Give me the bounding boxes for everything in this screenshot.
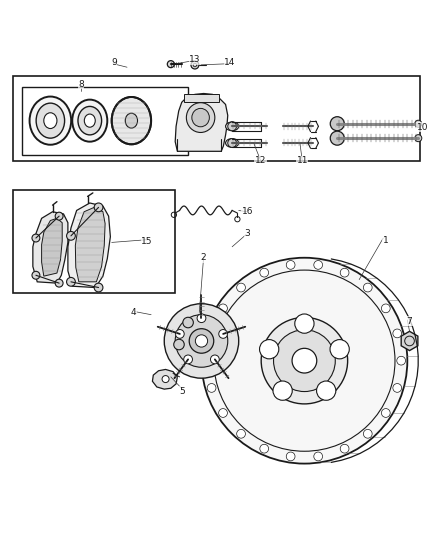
Circle shape xyxy=(55,279,63,287)
Polygon shape xyxy=(152,369,177,389)
Text: 2: 2 xyxy=(201,253,206,262)
Circle shape xyxy=(67,278,75,286)
Circle shape xyxy=(273,381,292,400)
Circle shape xyxy=(397,356,406,365)
Ellipse shape xyxy=(187,103,215,133)
Circle shape xyxy=(273,330,336,392)
Circle shape xyxy=(228,139,237,147)
Bar xyxy=(13,190,175,293)
Circle shape xyxy=(260,445,268,453)
Circle shape xyxy=(237,430,245,438)
Circle shape xyxy=(164,304,239,378)
Circle shape xyxy=(94,283,103,292)
Circle shape xyxy=(162,376,169,383)
Circle shape xyxy=(292,349,317,373)
Ellipse shape xyxy=(112,97,151,144)
Circle shape xyxy=(314,261,322,269)
Ellipse shape xyxy=(30,96,71,145)
Circle shape xyxy=(286,452,295,461)
Text: 8: 8 xyxy=(78,80,84,89)
Circle shape xyxy=(201,258,407,464)
Circle shape xyxy=(364,430,372,438)
Text: 13: 13 xyxy=(189,55,201,64)
Text: 5: 5 xyxy=(179,387,185,396)
Bar xyxy=(13,76,420,161)
Circle shape xyxy=(183,317,193,328)
Ellipse shape xyxy=(229,139,236,147)
Text: 9: 9 xyxy=(111,58,117,67)
Ellipse shape xyxy=(226,139,239,147)
Circle shape xyxy=(195,335,208,347)
Text: 14: 14 xyxy=(224,58,236,67)
Polygon shape xyxy=(33,212,68,283)
Ellipse shape xyxy=(192,108,209,127)
Circle shape xyxy=(167,61,174,68)
Text: 1: 1 xyxy=(382,236,389,245)
Circle shape xyxy=(189,329,214,353)
Text: 12: 12 xyxy=(255,156,266,165)
Polygon shape xyxy=(42,219,62,276)
Text: 16: 16 xyxy=(242,207,253,216)
Text: 10: 10 xyxy=(417,123,428,132)
Circle shape xyxy=(330,340,349,359)
Circle shape xyxy=(330,131,344,145)
Circle shape xyxy=(317,381,336,400)
Text: 3: 3 xyxy=(244,229,251,238)
Polygon shape xyxy=(175,93,228,151)
Circle shape xyxy=(330,117,344,131)
Circle shape xyxy=(228,122,237,131)
Circle shape xyxy=(295,314,314,333)
Circle shape xyxy=(393,384,402,392)
Ellipse shape xyxy=(226,122,239,131)
Ellipse shape xyxy=(125,113,138,128)
Circle shape xyxy=(260,340,279,359)
Circle shape xyxy=(184,355,192,364)
Polygon shape xyxy=(184,94,219,102)
Polygon shape xyxy=(75,207,105,282)
Circle shape xyxy=(94,203,103,212)
Circle shape xyxy=(176,329,184,338)
Circle shape xyxy=(393,329,402,338)
Circle shape xyxy=(219,409,227,417)
Polygon shape xyxy=(401,332,418,351)
Circle shape xyxy=(415,135,422,142)
Circle shape xyxy=(175,314,228,367)
Circle shape xyxy=(260,268,268,277)
Ellipse shape xyxy=(36,103,65,138)
Circle shape xyxy=(340,445,349,453)
Circle shape xyxy=(174,340,184,350)
Circle shape xyxy=(381,304,390,313)
Circle shape xyxy=(219,304,227,313)
Circle shape xyxy=(237,283,245,292)
Circle shape xyxy=(55,212,63,220)
Circle shape xyxy=(207,384,216,392)
Circle shape xyxy=(364,283,372,292)
Ellipse shape xyxy=(229,122,236,131)
Circle shape xyxy=(381,409,390,417)
Circle shape xyxy=(286,261,295,269)
Circle shape xyxy=(32,234,40,242)
Circle shape xyxy=(314,452,322,461)
Text: 7: 7 xyxy=(406,317,413,326)
Circle shape xyxy=(340,268,349,277)
Circle shape xyxy=(261,318,348,404)
Bar xyxy=(22,87,188,155)
Text: 11: 11 xyxy=(297,156,308,165)
Circle shape xyxy=(32,271,40,279)
Circle shape xyxy=(67,231,75,240)
Circle shape xyxy=(219,329,227,338)
Circle shape xyxy=(207,329,216,338)
Circle shape xyxy=(191,61,199,69)
Text: 15: 15 xyxy=(141,237,152,246)
Circle shape xyxy=(211,355,219,364)
Polygon shape xyxy=(68,203,110,287)
Circle shape xyxy=(415,120,422,127)
Ellipse shape xyxy=(84,114,95,127)
Ellipse shape xyxy=(44,113,57,128)
Circle shape xyxy=(197,314,206,322)
Ellipse shape xyxy=(72,100,107,142)
Circle shape xyxy=(203,356,212,365)
Ellipse shape xyxy=(78,107,102,135)
Text: 4: 4 xyxy=(131,308,136,317)
